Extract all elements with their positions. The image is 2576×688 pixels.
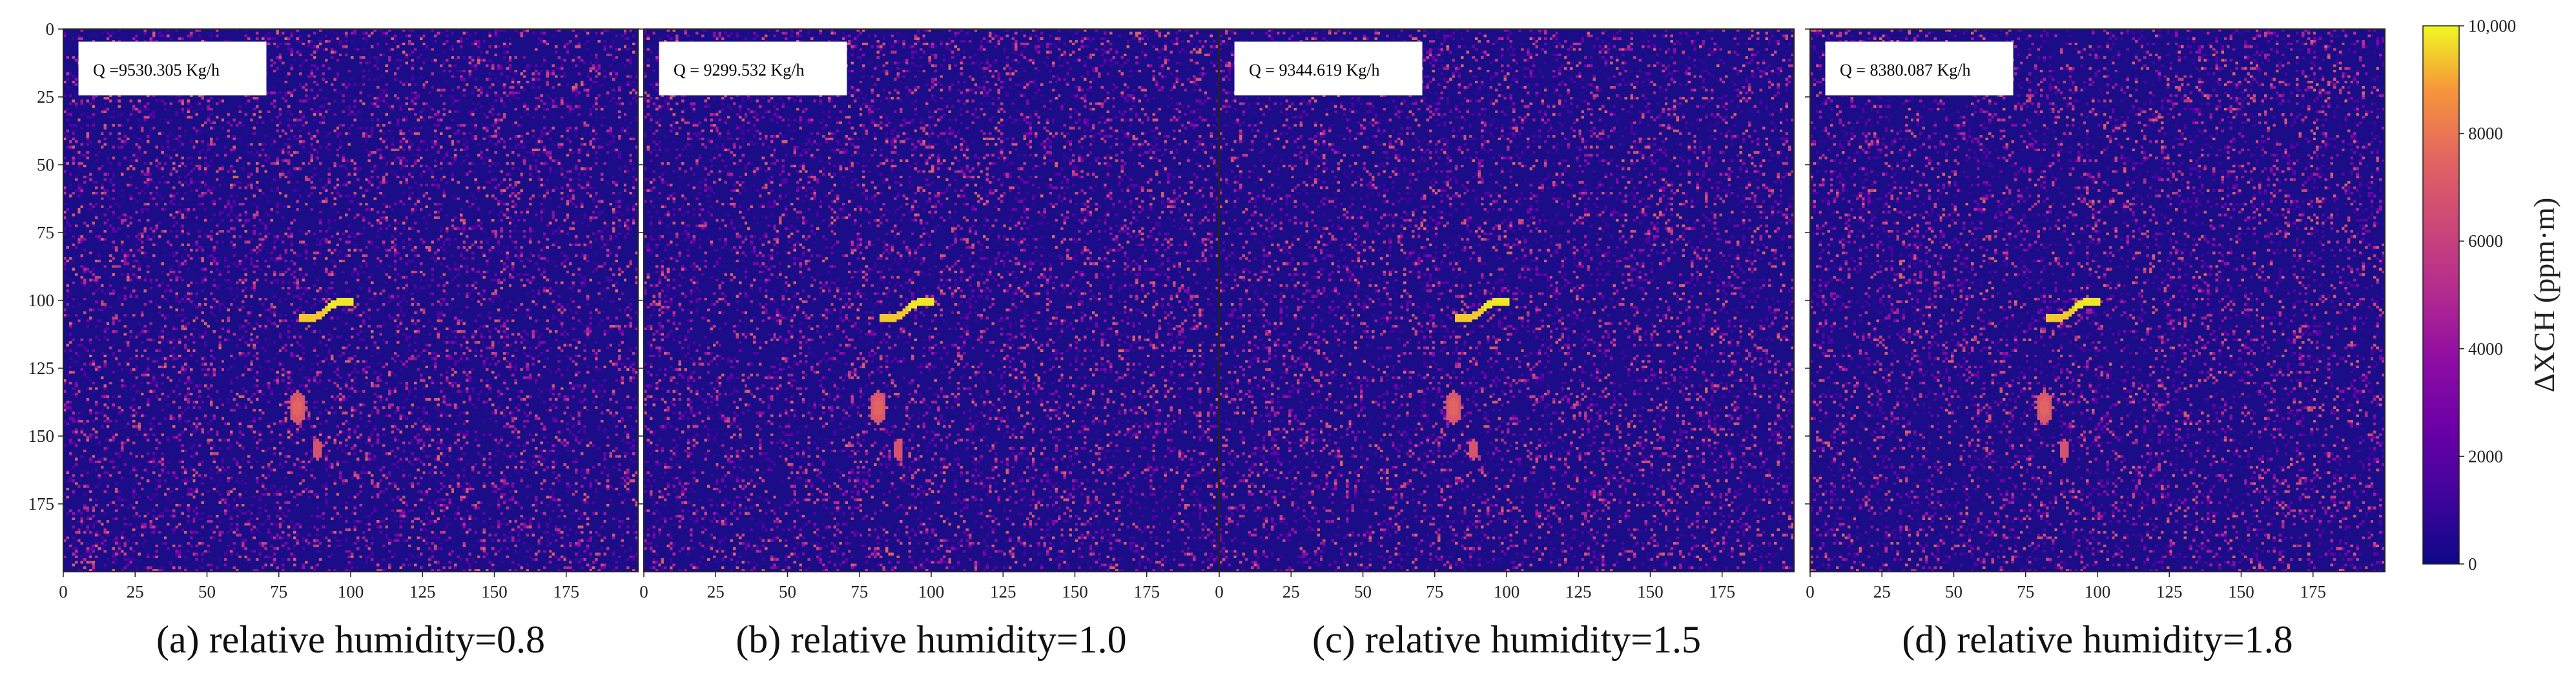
annotation-box <box>659 41 847 96</box>
x-tick-label: 125 <box>1565 582 1592 601</box>
y-tick-label: 50 <box>37 155 54 174</box>
x-tick-label: 150 <box>2228 582 2254 601</box>
x-tick-label: 175 <box>1134 582 1160 601</box>
flow-rate-annotation: Q = 9299.532 Kg/h <box>674 61 804 79</box>
heatmap-image <box>644 29 1219 572</box>
y-tick-label: 150 <box>28 426 55 446</box>
x-tick-label: 100 <box>338 582 364 601</box>
x-tick-label: 50 <box>1945 582 1963 601</box>
x-tick-label: 50 <box>198 582 216 601</box>
heatmap-panel-c: Q = 9344.619 Kg/h 0 25 50 75 100 125 150 175 (c) … <box>1214 28 1795 661</box>
y-tick-label: 175 <box>28 494 55 514</box>
flow-rate-annotation: Q =9530.305 Kg/h <box>93 61 220 79</box>
flow-rate-annotation: Q = 9344.619 Kg/h <box>1249 61 1379 79</box>
x-tick-label: 75 <box>850 582 868 601</box>
colorbar-tick-label: 8000 <box>2468 124 2503 143</box>
x-tick-label: 50 <box>779 582 796 601</box>
heatmap-panel-b: Q = 9299.532 Kg/h 0 25 50 75 100 125 150 175 (b) … <box>639 28 1219 661</box>
x-tick-label: 50 <box>1354 582 1372 601</box>
colorbar-tick-label: 0 <box>2468 554 2477 574</box>
x-tick-label: 75 <box>1426 582 1443 601</box>
colorbar: 0 2000 4000 6000 8000 10,000 ΔXCH (ppm·m) <box>2422 16 2561 574</box>
y-tick-label: 100 <box>28 291 55 310</box>
panel-caption: (d) relative humidity=1.8 <box>1902 618 2293 661</box>
heatmap-image <box>63 29 638 572</box>
x-tick-label: 150 <box>481 582 508 601</box>
flow-rate-annotation: Q = 8380.087 Kg/h <box>1840 61 1970 79</box>
colorbar-gradient <box>2422 25 2460 565</box>
x-tick-label: 125 <box>2156 582 2183 601</box>
x-tick-label: 25 <box>707 582 725 601</box>
x-tick-label: 75 <box>2017 582 2034 601</box>
x-tick-label: 0 <box>1806 582 1815 601</box>
x-tick-label: 25 <box>127 582 144 601</box>
colorbar-tick-label: 10,000 <box>2468 16 2516 36</box>
x-tick-label: 150 <box>1062 582 1088 601</box>
x-tick-label: 175 <box>553 582 580 601</box>
heatmap-image <box>1219 29 1794 572</box>
heatmap-image <box>1810 29 2385 572</box>
x-tick-label: 0 <box>59 582 68 601</box>
annotation-box <box>1825 41 2014 96</box>
panel-caption: (c) relative humidity=1.5 <box>1312 618 1701 661</box>
x-tick-label: 100 <box>1494 582 1520 601</box>
x-tick-label: 25 <box>1873 582 1891 601</box>
x-tick-label: 0 <box>639 582 648 601</box>
x-tick-label: 100 <box>918 582 945 601</box>
y-tick-label: 125 <box>28 359 55 378</box>
x-tick-label: 0 <box>1215 582 1224 601</box>
x-tick-label: 175 <box>2300 582 2327 601</box>
colorbar-label: ΔXCH (ppm·m) <box>2528 198 2561 393</box>
x-tick-label: 150 <box>1637 582 1664 601</box>
heatmap-panel-d: Q = 8380.087 Kg/h 0 25 50 75 100 125 150 175 (d) … <box>1805 28 2385 661</box>
x-tick-label: 75 <box>270 582 287 601</box>
x-tick-label: 100 <box>2085 582 2111 601</box>
y-tick-label: 0 <box>46 19 55 39</box>
annotation-box <box>1234 41 1423 96</box>
annotation-box <box>78 41 267 96</box>
y-tick-label: 75 <box>37 223 54 242</box>
colorbar-tick-label: 4000 <box>2468 339 2503 359</box>
x-tick-label: 25 <box>1283 582 1300 601</box>
y-tick-label: 25 <box>37 87 54 107</box>
colorbar-tick-label: 2000 <box>2468 446 2503 466</box>
panel-caption: (a) relative humidity=0.8 <box>156 618 545 661</box>
x-tick-label: 125 <box>990 582 1016 601</box>
x-tick-label: 125 <box>409 582 436 601</box>
colorbar-tick-label: 6000 <box>2468 231 2503 251</box>
heatmap-panel-a: Q =9530.305 Kg/h 0 25 50 75 100 125 150 175 0 25 50… <box>28 19 639 661</box>
panel-caption: (b) relative humidity=1.0 <box>736 618 1126 661</box>
x-tick-label: 175 <box>1709 582 1736 601</box>
